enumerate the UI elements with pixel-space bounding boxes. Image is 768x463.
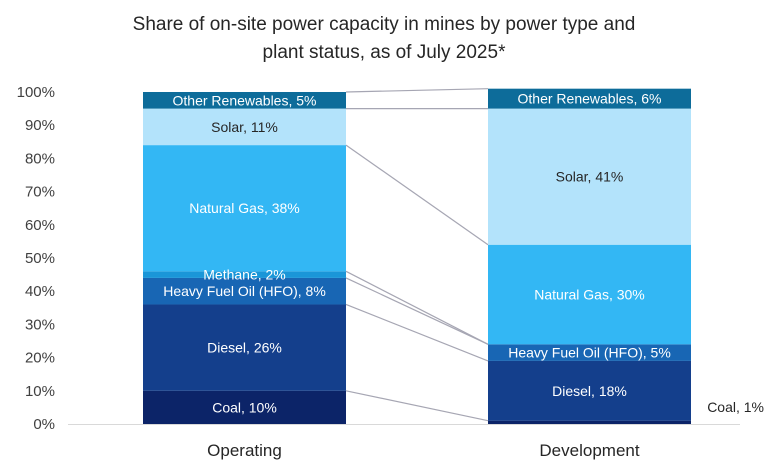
y-axis: 0% 10% 20% 30% 40% 50% 60% 70% 80% 90% 100%	[17, 84, 55, 433]
bar-operating-heavy-fuel-oil-hfo	[143, 277, 346, 305]
y-tick-label: 70%	[25, 184, 55, 201]
data-label-operating-coal: Coal, 10%	[212, 399, 277, 415]
connector-line	[345, 303, 489, 362]
y-tick-label: 60%	[25, 217, 55, 234]
chart-title: Share of on-site power capacity in mines…	[133, 14, 636, 63]
bar-operating-solar	[143, 108, 346, 146]
data-label-operating-natural-gas: Natural Gas, 38%	[189, 200, 300, 216]
connector-lines	[345, 88, 489, 422]
bar-development-diesel	[488, 360, 691, 421]
data-label-development-other-renewables: Other Renewables, 6%	[518, 91, 662, 107]
connector-line	[345, 88, 489, 93]
connector-line	[345, 277, 489, 345]
bar-development-other-renewables	[488, 88, 691, 109]
connector-line	[345, 144, 489, 246]
data-label-development-natural-gas: Natural Gas, 30%	[534, 287, 645, 303]
segment-labels: Coal, 10% Diesel, 26% Heavy Fuel Oil (HFO)…	[163, 91, 764, 416]
data-label-operating-diesel: Diesel, 26%	[207, 340, 282, 356]
x-axis: Operating Development	[68, 424, 740, 460]
bar-operating-other-renewables	[143, 92, 346, 109]
data-label-development-solar: Solar, 41%	[556, 169, 624, 185]
data-label-operating-methane: Methane, 2%	[203, 267, 286, 283]
bar-operating-coal	[143, 390, 346, 424]
data-label-development-coal: Coal, 1%	[707, 399, 764, 415]
bar-operating-natural-gas	[143, 145, 346, 272]
data-label-operating-solar: Solar, 11%	[211, 119, 278, 135]
y-tick-label: 50%	[25, 250, 55, 267]
connector-line	[345, 390, 489, 422]
bar-development-heavy-fuel-oil-hfo	[488, 344, 691, 361]
data-label-operating-other-renewables: Other Renewables, 5%	[173, 92, 317, 108]
y-tick-label: 40%	[25, 283, 55, 300]
x-category-label: Operating	[207, 441, 282, 460]
bar-operating-methane	[143, 271, 346, 278]
bar-development-solar	[488, 108, 691, 245]
bar-development-natural-gas	[488, 244, 691, 345]
y-tick-label: 0%	[33, 416, 55, 433]
data-label-development-heavy-fuel-oil-hfo: Heavy Fuel Oil (HFO), 5%	[508, 345, 671, 361]
data-label-operating-heavy-fuel-oil-hfo: Heavy Fuel Oil (HFO), 8%	[163, 283, 326, 299]
bar-development-coal	[488, 420, 691, 424]
y-tick-label: 90%	[25, 117, 55, 134]
y-tick-label: 100%	[17, 84, 55, 101]
bars	[143, 88, 691, 424]
data-label-development-diesel: Diesel, 18%	[552, 383, 627, 399]
y-tick-label: 80%	[25, 150, 55, 167]
chart-title-line-1: Share of on-site power capacity in mines…	[133, 14, 636, 35]
y-tick-label: 10%	[25, 383, 55, 400]
connector-line	[345, 270, 489, 345]
y-tick-label: 20%	[25, 350, 55, 367]
bar-operating-diesel	[143, 304, 346, 391]
chart-title-line-2: plant status, as of July 2025*	[263, 42, 507, 63]
y-tick-label: 30%	[25, 316, 55, 333]
x-category-label: Development	[539, 441, 639, 460]
